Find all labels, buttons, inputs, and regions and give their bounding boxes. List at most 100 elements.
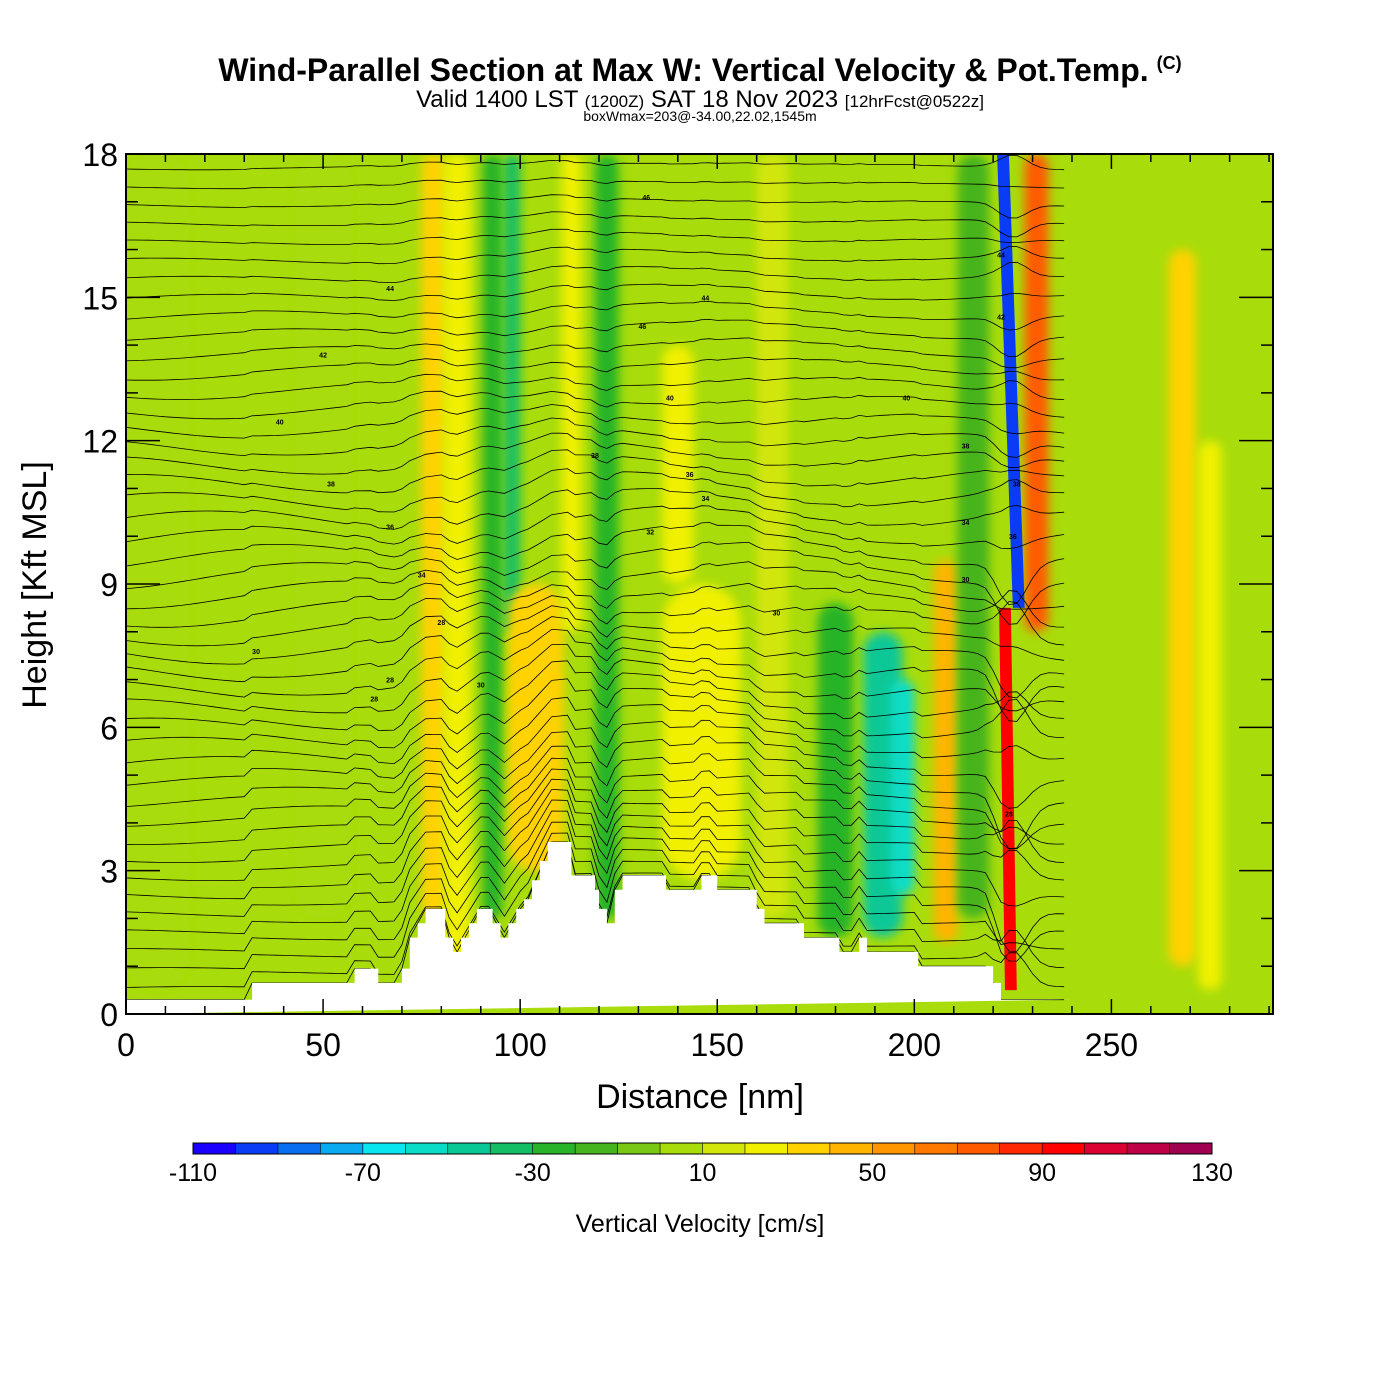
colorbar-swatch	[1169, 1143, 1213, 1154]
colorbar: -110 -70 -30 10 50 90 130	[169, 1142, 1233, 1187]
isentrope	[126, 678, 1065, 749]
w-cell-1	[295, 154, 351, 919]
w-cell-9	[595, 154, 619, 919]
theta-label: 34	[962, 520, 970, 527]
y-axis-label: Height [Kft MSL]	[16, 461, 54, 709]
theta-label: 44	[997, 252, 1005, 259]
theta-label: 44	[702, 295, 710, 302]
theta-label: 28	[370, 697, 378, 704]
isentrope	[126, 261, 1065, 284]
theta-label: 40	[276, 420, 284, 427]
colorbar-swatch	[1042, 1143, 1086, 1154]
w-cell-20	[1198, 440, 1222, 991]
colorbar-swatch	[999, 1143, 1043, 1154]
colorbar-tick-label: -70	[345, 1159, 381, 1187]
colorbar-swatch	[829, 1143, 873, 1154]
colorbar-swatch	[320, 1143, 364, 1154]
colorbar-swatch	[490, 1143, 534, 1154]
colorbar-swatch	[575, 1143, 619, 1154]
colorbar-tick-label: -30	[515, 1159, 551, 1187]
isentrope	[126, 154, 1065, 171]
w-cell-4	[482, 154, 503, 919]
y-tick-label: 0	[100, 997, 118, 1033]
isentrope	[126, 768, 1065, 863]
theta-label: 34	[418, 572, 426, 579]
w-cell-3	[443, 154, 471, 967]
theta-label: 38	[327, 482, 335, 489]
copyright-mark: (C)	[1156, 53, 1182, 74]
updraft-plume	[999, 607, 1017, 991]
isentrope	[126, 356, 1065, 381]
colorbar-swatch	[532, 1143, 576, 1154]
colorbar-swatch	[1084, 1143, 1128, 1154]
colorbar-swatch	[405, 1143, 449, 1154]
isentrope	[126, 605, 1065, 665]
theta-label: 28	[1005, 811, 1013, 818]
x-tick-label: 50	[305, 1027, 341, 1063]
colorbar-swatch	[1127, 1143, 1171, 1154]
isentrope	[126, 177, 1065, 190]
x-tick-label: 0	[117, 1027, 135, 1063]
w-cell-11	[662, 345, 694, 584]
colorbar-tick-label: -110	[169, 1159, 217, 1187]
isentrope	[126, 616, 1065, 699]
theta-label: 30	[962, 577, 970, 584]
colorbar-tick-label: 90	[1028, 1159, 1056, 1187]
potential-temperature-contours	[126, 154, 1065, 1001]
isentrope	[126, 841, 1065, 988]
y-tick-label: 12	[82, 424, 118, 460]
isentrope	[126, 541, 1065, 625]
y-tick-label: 3	[100, 854, 118, 890]
theta-label: 42	[319, 353, 327, 360]
theta-label: 38	[962, 443, 970, 450]
chart-title: Wind-Parallel Section at Max W: Vertical…	[218, 52, 1182, 88]
w-cell-2	[421, 154, 446, 919]
isentrope	[126, 283, 1065, 301]
theta-label: 46	[642, 195, 650, 202]
w-cell-13	[817, 603, 854, 938]
w-cell-15	[890, 679, 915, 895]
theta-label: 36	[386, 525, 394, 532]
colorbar-tick-label: 130	[1191, 1159, 1233, 1187]
theta-label: 36	[686, 472, 694, 479]
x-tick-label: 100	[493, 1027, 546, 1063]
colorbar-swatch	[914, 1143, 958, 1154]
theta-label: 32	[646, 529, 654, 536]
colorbar-label: Vertical Velocity [cm/s]	[576, 1210, 825, 1238]
isentrope	[126, 449, 1065, 494]
w-cell-12	[756, 154, 789, 919]
theta-contour-labels: 30 28 28 34 28 30 38 36 40 42 44 46 46 44 40 38 36 34 32 30…	[252, 195, 1021, 818]
colorbar-tick-label: 50	[858, 1159, 886, 1187]
isentrope	[126, 211, 1065, 238]
valid-prefix: Valid 1400 LST	[416, 86, 578, 113]
isentrope	[126, 337, 1065, 369]
w-cell-19	[1168, 249, 1197, 967]
valid-date: SAT 18 Nov 2023	[650, 86, 839, 113]
isentrope	[126, 757, 1065, 845]
valid-zulu: (1200Z)	[584, 92, 645, 111]
y-tick-label: 6	[100, 710, 118, 746]
isentrope	[126, 561, 1065, 610]
isentrope	[126, 810, 1065, 962]
x-tick-label: 150	[691, 1027, 744, 1063]
colorbar-tick-label: 10	[689, 1159, 717, 1187]
colorbar-swatch	[617, 1143, 661, 1154]
theta-label: 30	[252, 649, 260, 656]
isentrope	[126, 246, 1065, 265]
theta-label: 28	[386, 678, 394, 685]
y-tick-label: 15	[82, 280, 118, 316]
w-cell-17	[957, 154, 990, 919]
colorbar-swatch	[787, 1143, 831, 1154]
theta-label: 44	[386, 286, 394, 293]
isentrope	[126, 522, 1065, 606]
w-cell-5	[504, 154, 521, 632]
colorbar-swatch	[744, 1143, 788, 1154]
theta-label: 40	[903, 396, 911, 403]
isentrope	[126, 300, 1065, 331]
theta-label: 30	[772, 611, 780, 618]
isentrope	[126, 432, 1065, 475]
isentrope	[126, 390, 1065, 420]
isentrope	[126, 778, 1065, 881]
isentrope	[126, 628, 1065, 722]
isentrope	[126, 488, 1065, 530]
